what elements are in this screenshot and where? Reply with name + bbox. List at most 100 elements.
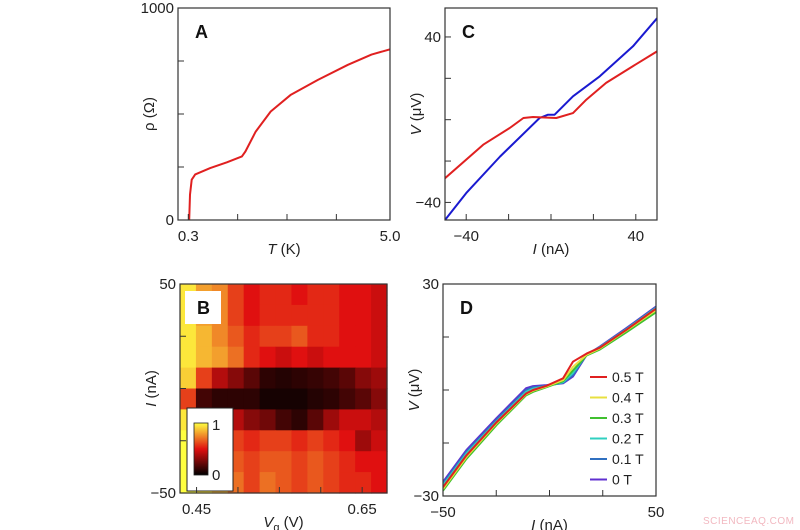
x-tick-label: −50 (430, 504, 455, 521)
heatmap-cell (259, 346, 277, 369)
heatmap-cell (243, 451, 261, 473)
heatmap-cell (291, 430, 308, 452)
heatmap-cell (275, 409, 293, 431)
y-axis-unit: (μV) (406, 369, 423, 402)
heatmap-cell (211, 325, 229, 348)
heatmap-cell (180, 388, 197, 410)
legend-label: 0.1 T (612, 451, 644, 467)
x-axis-label: I (nA) (531, 517, 568, 530)
heatmap-cell (275, 346, 293, 369)
heatmap-cell (307, 451, 324, 473)
heatmap-cell (195, 367, 213, 390)
heatmap-cell (275, 451, 293, 473)
heatmap-cell (275, 472, 293, 494)
x-axis-label: Vg (V) (263, 514, 303, 530)
colorbar (193, 422, 209, 476)
heatmap-cell (307, 346, 324, 369)
heatmap-cell (259, 388, 277, 410)
series-line (188, 48, 390, 220)
y-axis-var: V (406, 399, 423, 411)
heatmap-cell (243, 409, 261, 431)
heatmap-cell (307, 409, 324, 431)
heatmap-cell (339, 304, 356, 327)
heatmap-cell (243, 304, 261, 327)
heatmap-cell (243, 284, 261, 306)
panel-letter: A (195, 22, 208, 42)
heatmap-cell (307, 430, 324, 452)
heatmap-cell (323, 388, 340, 410)
x-tick-label: 0.3 (178, 228, 199, 245)
series-line (445, 17, 657, 220)
heatmap-cell (307, 325, 324, 348)
heatmap-cell (227, 388, 245, 410)
x-axis-unit: (nA) (535, 517, 568, 530)
heatmap-cell (371, 346, 388, 369)
heatmap-cell (275, 430, 293, 452)
heatmap-cell (180, 346, 197, 369)
y-axis-var: I (143, 403, 160, 407)
heatmap-cell (355, 304, 372, 327)
heatmap-cell (195, 325, 213, 348)
panel-b: 1 00.45 0.65 50 −50 Vg (V) I (nA) B (143, 276, 388, 530)
heatmap-cell (211, 388, 229, 410)
heatmap-cell (323, 367, 340, 390)
heatmap-cell (259, 325, 277, 348)
x-tick-label: 0.65 (348, 501, 377, 518)
heatmap-cell (371, 284, 388, 306)
panel-letter: B (197, 298, 210, 318)
x-tick-label: −40 (453, 228, 478, 245)
y-axis-label: V (μV) (408, 93, 425, 136)
heatmap-cell (355, 367, 372, 390)
heatmap-cell (291, 284, 308, 306)
y-axis-unit: (nA) (143, 370, 160, 403)
heatmap-cell (355, 451, 372, 473)
heatmap-cell (227, 284, 245, 306)
heatmap-cell (227, 346, 245, 369)
heatmap-cell (259, 430, 277, 452)
heatmap-cell (291, 472, 308, 494)
heatmap-cell (339, 472, 356, 494)
heatmap-cell (323, 451, 340, 473)
x-axis-unit: (V) (279, 514, 303, 530)
heatmap-cell (275, 284, 293, 306)
heatmap-cell (275, 367, 293, 390)
heatmap-cell (227, 325, 245, 348)
legend-label: 0.3 T (612, 410, 644, 426)
x-axis-var: I (531, 517, 535, 530)
heatmap-cell (291, 304, 308, 327)
x-axis-unit: (K) (277, 241, 301, 258)
series-line (443, 307, 656, 488)
heatmap-cell (275, 325, 293, 348)
heatmap-cell (259, 367, 277, 390)
heatmap-cell (355, 430, 372, 452)
x-axis-var: V (263, 514, 275, 530)
heatmap-cell (339, 430, 356, 452)
y-tick-label: −40 (416, 194, 441, 211)
heatmap-cell (243, 388, 261, 410)
legend-label: 0 T (612, 472, 632, 488)
panel-c: −40 40 40 −40 I (nA) V (μV) C (408, 7, 658, 258)
heatmap-cell (291, 325, 308, 348)
heatmap-cell (355, 325, 372, 348)
heatmap-cell (307, 388, 324, 410)
x-axis-sub: g (273, 522, 279, 530)
series-line (445, 50, 657, 179)
heatmap-cell (259, 284, 277, 306)
y-axis-label: V (μV) (406, 369, 423, 412)
heatmap-cell (275, 304, 293, 327)
heatmap-cell (323, 430, 340, 452)
heatmap-cell (259, 451, 277, 473)
x-tick-label: 50 (648, 504, 665, 521)
colorbar-max-label: 1 (212, 417, 220, 434)
heatmap-cell (227, 304, 245, 327)
heatmap-cell (323, 325, 340, 348)
heatmap-cell (323, 409, 340, 431)
heatmap-cell (339, 346, 356, 369)
heatmap-cell (323, 284, 340, 306)
heatmap-cell (307, 472, 324, 494)
panel-letter-bg (185, 291, 221, 324)
heatmap-cell (323, 304, 340, 327)
heatmap-cell (259, 304, 277, 327)
heatmap-cell (259, 472, 277, 494)
heatmap-cell (371, 451, 388, 473)
